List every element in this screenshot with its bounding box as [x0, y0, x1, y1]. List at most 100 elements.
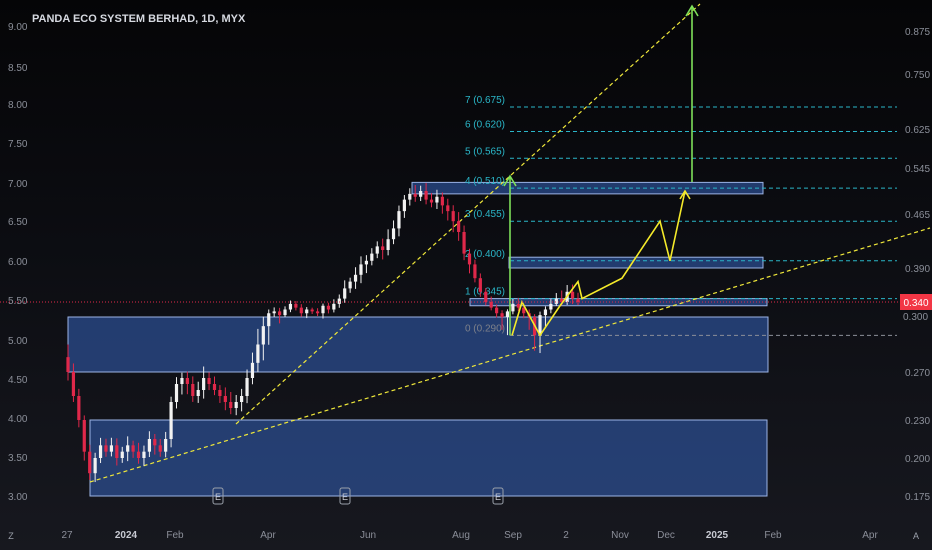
- candle-body: [98, 445, 103, 458]
- x-axis-label: 2025: [706, 530, 729, 541]
- candle-body: [71, 372, 76, 396]
- left-axis-tick: 6.50: [8, 217, 28, 228]
- candle-body: [457, 221, 461, 232]
- projection-arrowhead: [679, 189, 691, 200]
- candle-body: [435, 196, 439, 203]
- right-axis-tick: 0.545: [905, 164, 930, 175]
- candle-body: [115, 445, 119, 458]
- candle-body: [397, 211, 401, 229]
- left-axis-tick: 5.00: [8, 336, 28, 347]
- projection-layer: [503, 4, 699, 337]
- left-axis-tick: 7.00: [8, 179, 28, 190]
- candle-body: [446, 205, 450, 212]
- candle-body: [202, 378, 206, 390]
- x-axis-label: Nov: [611, 530, 629, 541]
- left-axis-tick: 4.50: [8, 375, 28, 386]
- candle-body: [467, 253, 472, 265]
- candle-body: [570, 291, 575, 299]
- price-line-layer: 0.340: [0, 294, 932, 310]
- candle-body: [402, 199, 406, 212]
- target-arrow-head: [503, 174, 517, 187]
- candle-body: [180, 378, 184, 384]
- left-axis-tick: 3.50: [8, 453, 28, 464]
- candle-body: [408, 193, 412, 200]
- trendline-upper: [235, 3, 701, 425]
- candle-body: [261, 326, 265, 345]
- candle-body: [495, 307, 499, 314]
- candle-body: [66, 357, 70, 372]
- right-axis-tick-hidden: 0.300: [903, 312, 928, 323]
- candle-body: [560, 298, 564, 302]
- candle-body: [419, 191, 423, 197]
- candle-body: [332, 303, 336, 310]
- candle-body: [283, 309, 287, 316]
- demand-zone: [67, 316, 769, 373]
- fib-level-label: 7 (0.675): [465, 95, 505, 106]
- candle-body: [158, 445, 162, 452]
- candle-body: [104, 445, 108, 452]
- axis-layer: 9.00 8.50 8.00 7.50 7.00 6.50 6.00 5.50 5.00 4.50…: [8, 22, 930, 541]
- candle-body: [305, 309, 309, 314]
- candle-body: [250, 362, 255, 378]
- candle-body: [554, 298, 558, 304]
- candle-body: [277, 311, 282, 316]
- candle-body: [142, 451, 146, 458]
- candle-body: [543, 309, 548, 316]
- right-axis-tick: 0.270: [905, 368, 930, 379]
- candle-body: [131, 445, 135, 452]
- candle-body: [299, 307, 303, 314]
- candle-body: [267, 313, 271, 327]
- candle-body: [370, 253, 374, 261]
- candle-body: [218, 390, 222, 396]
- candle-body: [223, 396, 227, 402]
- candle-body: [256, 344, 260, 363]
- trend-layer: [89, 3, 931, 483]
- candle-body: [364, 260, 369, 265]
- candle-body: [424, 191, 428, 200]
- right-axis-tick: 0.390: [905, 264, 930, 275]
- right-axis-tick: 0.750: [905, 70, 930, 81]
- candle-body: [88, 451, 92, 474]
- right-axis-tick: 0.200: [905, 454, 930, 465]
- candle-body: [153, 439, 157, 446]
- candle-body: [174, 384, 179, 402]
- candle-body: [93, 458, 97, 474]
- fib-level-label: 2 (0.400): [465, 249, 505, 260]
- candle-body: [549, 303, 553, 310]
- candle-body: [359, 264, 363, 275]
- x-axis-label: Aug: [452, 530, 470, 541]
- candle-body: [500, 313, 504, 317]
- candle-body: [343, 288, 347, 299]
- candle-body: [337, 298, 341, 304]
- candle-body: [462, 232, 466, 254]
- candle-body: [484, 291, 488, 302]
- candle-body: [147, 439, 151, 452]
- candle-body: [413, 193, 417, 197]
- corner-right-icon[interactable]: A: [913, 531, 919, 541]
- right-axis-tick: 0.175: [905, 492, 930, 503]
- candle-body: [240, 396, 244, 402]
- candle-body: [310, 309, 314, 312]
- x-axis-label: 27: [61, 530, 73, 541]
- left-axis-tick: 8.50: [8, 63, 28, 74]
- candle-body: [326, 305, 331, 310]
- candle-body: [315, 311, 320, 314]
- candle-body: [212, 384, 217, 390]
- candle-body: [451, 211, 455, 222]
- candle-body: [196, 390, 200, 396]
- fib-level-label: 3 (0.455): [465, 209, 505, 220]
- x-axis-label: 2: [563, 530, 569, 541]
- candle-body: [77, 396, 81, 420]
- candle-body: [375, 246, 379, 254]
- corner-left-icon[interactable]: Z: [8, 531, 14, 541]
- current-price-badge: [900, 294, 932, 310]
- left-axis-tick: 7.50: [8, 139, 28, 150]
- candle-body: [505, 311, 510, 317]
- candle-body: [522, 307, 526, 314]
- candle-body: [120, 451, 124, 458]
- fib-level-label: 5 (0.565): [465, 146, 505, 157]
- trendline-lower: [89, 227, 931, 483]
- candle-body: [489, 302, 493, 308]
